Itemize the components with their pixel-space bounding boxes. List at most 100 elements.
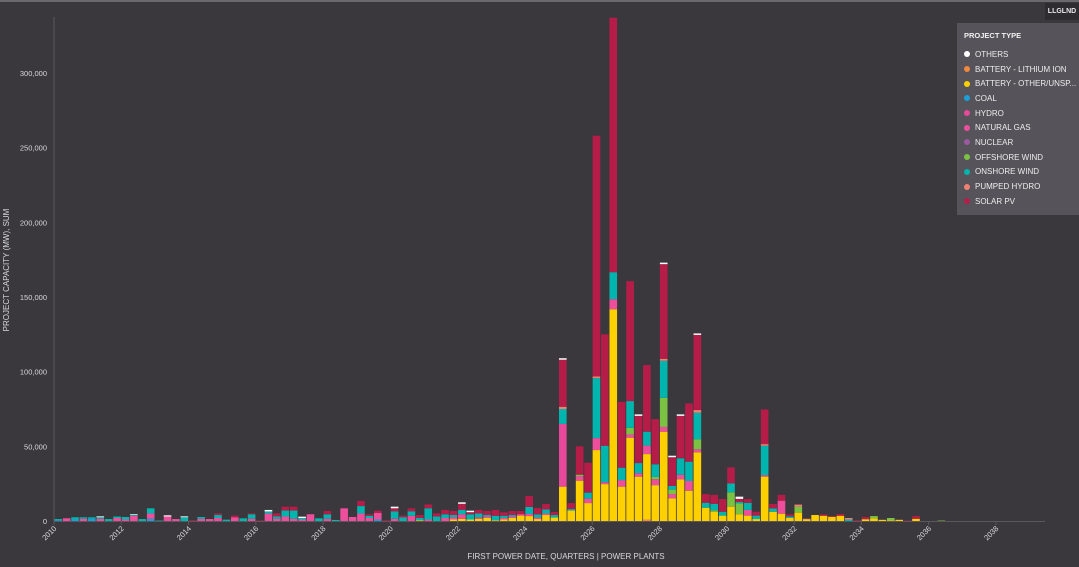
bar-segment-battery-other[interactable] [701, 507, 710, 521]
bar-segment-onshore-wind[interactable] [525, 506, 533, 514]
bar-segment-solar-pv[interactable] [617, 401, 626, 468]
bar-segment-natural-gas[interactable] [62, 518, 71, 521]
bar-segment-natural-gas[interactable] [96, 518, 105, 521]
bar-segment-pumped-hydro[interactable] [659, 358, 668, 361]
bar-segment-onshore-wind[interactable] [752, 515, 761, 520]
bar-segment-solar-pv[interactable] [491, 509, 500, 516]
bar-segment-battery-other[interactable] [836, 515, 845, 521]
bar-segment-natural-gas[interactable] [516, 514, 525, 516]
bar-segment-battery-other[interactable] [744, 515, 752, 521]
bar-segment-pumped-hydro[interactable] [592, 376, 601, 379]
bar-segment-solar-pv[interactable] [550, 512, 559, 516]
bar-segment-solar-pv[interactable] [516, 510, 525, 515]
bar-segment-solar-pv[interactable] [449, 510, 458, 516]
bar-segment-battery-other[interactable] [727, 506, 735, 521]
bar-segment-natural-gas[interactable] [634, 473, 643, 477]
legend-item-natural-gas[interactable]: NATURAL GAS [964, 120, 1079, 135]
bar-segment-natural-gas[interactable] [390, 518, 399, 521]
bar-segment-offshore-wind[interactable] [651, 476, 660, 480]
legend-item-onshore-wind[interactable]: ONSHORE WIND [964, 165, 1079, 180]
bar-segment-solar-pv[interactable] [651, 419, 660, 465]
bar-segment-natural-gas[interactable] [264, 513, 273, 521]
bar-segment-offshore-wind[interactable] [870, 516, 878, 519]
bar-segment-solar-pv[interactable] [836, 513, 845, 516]
bar-segment-solar-pv[interactable] [281, 506, 290, 511]
bar-segment-onshore-wind[interactable] [668, 485, 676, 490]
bar-segment-pumped-hydro[interactable] [844, 518, 853, 520]
bar-segment-natural-gas[interactable] [525, 513, 533, 517]
bar-segment-hydro[interactable] [559, 423, 567, 487]
bar-segment-onshore-wind[interactable] [273, 516, 281, 519]
bar-segment-onshore-wind[interactable] [424, 508, 433, 520]
bar-segment-natural-gas[interactable] [146, 513, 155, 519]
bar-segment-onshore-wind[interactable] [104, 519, 113, 521]
bar-segment-natural-gas[interactable] [601, 482, 609, 485]
bar-segment-natural-gas[interactable] [365, 518, 374, 521]
bar-segment-natural-gas[interactable] [441, 518, 449, 521]
bar-segment-battery-other[interactable] [416, 520, 424, 521]
bar-segment-onshore-wind[interactable] [79, 517, 88, 519]
bar-segment-onshore-wind[interactable] [634, 463, 643, 474]
bar-segment-onshore-wind[interactable] [146, 508, 155, 514]
bar-segment-onshore-wind[interactable] [298, 518, 306, 520]
bar-segment-natural-gas[interactable] [777, 500, 786, 514]
bar-segment-natural-gas[interactable] [281, 516, 290, 521]
bar-segment-battery-other[interactable] [508, 518, 517, 521]
bar-segment-battery-other[interactable] [634, 476, 643, 521]
bar-segment-others[interactable] [458, 502, 466, 504]
bar-segment-natural-gas[interactable] [163, 516, 172, 521]
bar-segment-onshore-wind[interactable] [155, 520, 163, 522]
bar-segment-solar-pv[interactable] [441, 509, 449, 515]
bar-segment-solar-pv[interactable] [533, 508, 542, 515]
bar-segment-battery-other[interactable] [575, 480, 584, 521]
bar-segment-battery-other[interactable] [458, 518, 466, 521]
bar-segment-onshore-wind[interactable] [542, 509, 550, 514]
bar-segment-battery-other[interactable] [777, 513, 786, 521]
bar-segment-onshore-wind[interactable] [710, 503, 718, 511]
bar-segment-solar-pv[interactable] [432, 513, 441, 517]
bar-segment-onshore-wind[interactable] [138, 519, 147, 521]
bar-segment-natural-gas[interactable] [474, 517, 483, 519]
bar-segment-others[interactable] [466, 510, 475, 513]
bar-segment-solar-pv[interactable] [735, 498, 744, 503]
bar-segment-onshore-wind[interactable] [559, 409, 567, 424]
bar-segment-coal[interactable] [373, 519, 382, 521]
bar-segment-battery-other[interactable] [449, 519, 458, 521]
bar-segment-natural-gas[interactable] [407, 515, 416, 521]
bar-segment-onshore-wind[interactable] [550, 515, 559, 518]
bar-segment-onshore-wind[interactable] [214, 515, 222, 519]
bar-segment-onshore-wind[interactable] [693, 412, 702, 440]
bar-segment-onshore-wind[interactable] [121, 516, 130, 520]
bar-segment-battery-other[interactable] [878, 519, 887, 521]
bar-segment-solar-pv[interactable] [659, 264, 668, 359]
bar-segment-solar-pv[interactable] [601, 334, 609, 446]
bar-segment-natural-gas[interactable] [651, 479, 660, 486]
bar-segment-others[interactable] [180, 516, 189, 518]
bar-segment-solar-pv[interactable] [231, 515, 239, 518]
bar-segment-solar-pv[interactable] [777, 494, 786, 501]
bar-segment-natural-gas[interactable] [609, 299, 618, 310]
bar-segment-offshore-wind[interactable] [710, 510, 718, 512]
bar-segment-solar-pv[interactable] [575, 446, 584, 475]
bar-segment-solar-pv[interactable] [365, 514, 374, 516]
bar-segment-battery-other[interactable] [668, 498, 676, 521]
bar-segment-others[interactable] [634, 414, 643, 416]
bar-segment-solar-pv[interactable] [701, 494, 710, 503]
bar-segment-onshore-wind[interactable] [247, 514, 256, 519]
bar-segment-onshore-wind[interactable] [685, 461, 693, 481]
bar-segment-solar-pv[interactable] [382, 520, 390, 521]
bar-segment-natural-gas[interactable] [424, 519, 433, 521]
bar-segment-onshore-wind[interactable] [130, 515, 138, 516]
bar-segment-solar-pv[interactable] [508, 510, 517, 516]
bar-segment-offshore-wind[interactable] [886, 518, 895, 521]
bar-segment-offshore-wind[interactable] [626, 427, 634, 435]
bar-segment-battery-other[interactable] [659, 431, 668, 521]
bar-segment-solar-pv[interactable] [500, 512, 508, 516]
bar-segment-natural-gas[interactable] [373, 512, 382, 520]
bar-segment-onshore-wind[interactable] [365, 515, 374, 519]
bar-segment-battery-other[interactable] [592, 450, 601, 521]
bar-segment-onshore-wind[interactable] [54, 519, 63, 521]
bar-segment-onshore-wind[interactable] [357, 506, 365, 514]
bar-segment-solar-pv[interactable] [643, 365, 651, 432]
bar-segment-solar-pv[interactable] [289, 506, 298, 511]
